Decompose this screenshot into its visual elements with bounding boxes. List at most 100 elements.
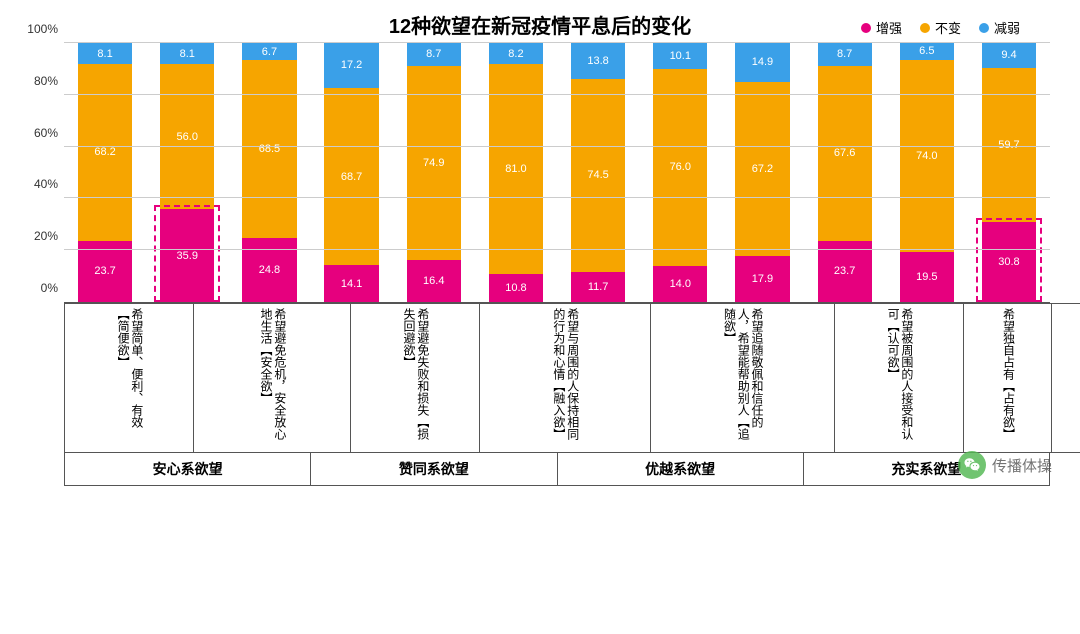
stacked-bar: 23.767.68.7 xyxy=(818,43,872,302)
y-tick-label: 80% xyxy=(34,74,64,88)
segment-decrease: 8.1 xyxy=(78,43,132,64)
x-label-text: 希望独自占有【占有欲】 xyxy=(1001,308,1015,440)
segment-increase: 35.9 xyxy=(160,209,214,302)
legend-label: 减弱 xyxy=(994,18,1020,37)
gridline xyxy=(64,146,1050,147)
segment-decrease: 10.1 xyxy=(653,43,707,69)
segment-same: 81.0 xyxy=(489,64,543,274)
group-label: 优越系欲望 xyxy=(558,453,804,486)
segment-same: 74.0 xyxy=(900,60,954,252)
stacked-bar: 11.774.513.8 xyxy=(571,43,625,302)
x-label-text: 希望与周围的人保持相同的行为和心情【融入欲】 xyxy=(551,308,579,448)
segment-increase: 30.8 xyxy=(982,222,1036,302)
segment-decrease: 6.7 xyxy=(242,43,296,60)
x-label-cell: 希望被周围的人接受和认可【认可欲】 xyxy=(835,303,964,453)
y-tick-label: 0% xyxy=(41,281,64,295)
bar-cell: 23.767.68.7 xyxy=(804,43,886,302)
chart-container: 12种欲望在新冠疫情平息后的变化 增强不变减弱 23.768.28.135.95… xyxy=(0,0,1080,503)
y-tick-label: 40% xyxy=(34,177,64,191)
stacked-bar: 16.474.98.7 xyxy=(407,43,461,302)
wechat-icon xyxy=(958,451,986,479)
segment-same: 74.5 xyxy=(571,79,625,272)
y-tick-label: 100% xyxy=(27,22,64,36)
stacked-bar: 10.881.08.2 xyxy=(489,43,543,302)
legend-swatch xyxy=(920,23,930,33)
segment-decrease: 14.9 xyxy=(735,43,789,82)
x-label-text: 希望追随敬佩和信任的人，希望能帮助别人【追随欲】 xyxy=(722,308,763,448)
legend: 增强 不变 减弱 xyxy=(843,18,1020,37)
x-label-text: 希望简单、便利、有效【简便欲】 xyxy=(115,308,143,448)
bar-cell: 23.768.28.1 xyxy=(64,43,146,302)
gridline xyxy=(64,94,1050,95)
gridline xyxy=(64,42,1050,43)
stacked-bar: 30.859.79.4 xyxy=(982,43,1036,302)
stacked-bar: 24.868.56.7 xyxy=(242,43,296,302)
bar-cell: 11.774.513.8 xyxy=(557,43,639,302)
segment-decrease: 9.4 xyxy=(982,43,1036,67)
segment-decrease: 8.7 xyxy=(818,43,872,66)
watermark: 传播体操 xyxy=(958,451,1052,479)
bar-cell: 10.881.08.2 xyxy=(475,43,557,302)
x-label-cell: 不希望输给别人，希望比他人优秀【竞争欲】 xyxy=(1052,303,1080,453)
segment-same: 67.2 xyxy=(735,82,789,256)
bar-cell: 35.956.08.1 xyxy=(146,43,228,302)
x-label-cell: 希望避免失败和损失【损失回避欲】 xyxy=(351,303,480,453)
bar-cell: 24.868.56.7 xyxy=(228,43,310,302)
segment-same: 76.0 xyxy=(653,69,707,266)
gridline xyxy=(64,197,1050,198)
legend-swatch xyxy=(861,23,871,33)
segment-decrease: 8.7 xyxy=(407,43,461,66)
segment-same: 56.0 xyxy=(160,64,214,209)
segment-decrease: 8.2 xyxy=(489,43,543,64)
segment-increase: 16.4 xyxy=(407,260,461,302)
segment-increase: 14.0 xyxy=(653,266,707,302)
x-label-cell: 希望与周围的人保持相同的行为和心情【融入欲】 xyxy=(480,303,651,453)
bar-cell: 17.967.214.9 xyxy=(721,43,803,302)
x-label-cell: 希望独自占有【占有欲】 xyxy=(964,303,1052,453)
plot-area: 23.768.28.135.956.08.124.868.56.714.168.… xyxy=(64,43,1050,303)
segment-same: 67.6 xyxy=(818,66,872,241)
segment-decrease: 13.8 xyxy=(571,43,625,79)
segment-increase: 11.7 xyxy=(571,272,625,302)
group-label: 赞同系欲望 xyxy=(311,453,557,486)
legend-item: 不变 xyxy=(920,18,961,37)
segment-same: 68.5 xyxy=(242,60,296,237)
watermark-text: 传播体操 xyxy=(992,455,1052,476)
stacked-bar: 35.956.08.1 xyxy=(160,43,214,302)
segment-increase: 19.5 xyxy=(900,252,954,303)
segment-increase: 17.9 xyxy=(735,256,789,302)
y-tick-label: 60% xyxy=(34,126,64,140)
x-label-cell: 希望简单、便利、有效【简便欲】 xyxy=(64,303,194,453)
stacked-bar: 17.967.214.9 xyxy=(735,43,789,302)
stacked-bar: 19.574.06.5 xyxy=(900,43,954,302)
segment-decrease: 8.1 xyxy=(160,43,214,64)
group-label: 安心系欲望 xyxy=(64,453,311,486)
segment-same: 68.7 xyxy=(324,88,378,266)
stacked-bar: 23.768.28.1 xyxy=(78,43,132,302)
x-label-text: 希望避免失败和损失【损失回避欲】 xyxy=(401,308,429,448)
legend-label: 不变 xyxy=(935,18,961,37)
x-label-text: 希望避免危机，安全放心地生活【安全欲】 xyxy=(258,308,286,448)
gridline xyxy=(64,249,1050,250)
x-label-cell: 希望避免危机，安全放心地生活【安全欲】 xyxy=(194,303,351,453)
stacked-bar: 14.168.717.2 xyxy=(324,43,378,302)
bar-cell: 30.859.79.4 xyxy=(968,43,1050,302)
x-label-text: 希望被周围的人接受和认可【认可欲】 xyxy=(885,308,913,448)
segment-increase: 14.1 xyxy=(324,265,378,302)
legend-label: 增强 xyxy=(876,18,902,37)
x-axis-labels: 希望简单、便利、有效【简便欲】 希望避免危机，安全放心地生活【安全欲】 希望避免失败… xyxy=(64,303,1050,453)
x-label-cell: 希望追随敬佩和信任的人，希望能帮助别人【追随欲】 xyxy=(651,303,835,453)
bar-cell: 16.474.98.7 xyxy=(393,43,475,302)
segment-decrease: 6.5 xyxy=(900,43,954,60)
bar-cell: 14.076.010.1 xyxy=(639,43,721,302)
legend-swatch xyxy=(979,23,989,33)
segment-increase: 24.8 xyxy=(242,238,296,302)
legend-item: 增强 xyxy=(861,18,902,37)
bars-row: 23.768.28.135.956.08.124.868.56.714.168.… xyxy=(64,43,1050,302)
y-tick-label: 20% xyxy=(34,229,64,243)
segment-decrease: 17.2 xyxy=(324,43,378,88)
segment-increase: 10.8 xyxy=(489,274,543,302)
bar-cell: 19.574.06.5 xyxy=(886,43,968,302)
bar-cell: 14.168.717.2 xyxy=(311,43,393,302)
segment-same: 68.2 xyxy=(78,64,132,241)
